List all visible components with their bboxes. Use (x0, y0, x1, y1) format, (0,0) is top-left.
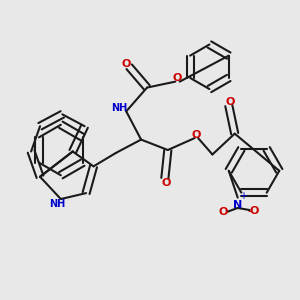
Text: O: O (218, 207, 227, 218)
Text: O: O (173, 73, 182, 83)
Text: +: + (239, 191, 247, 201)
Text: NH: NH (49, 200, 65, 209)
Text: -: - (247, 206, 252, 218)
Text: O: O (249, 206, 259, 216)
Text: O: O (122, 59, 131, 69)
Text: O: O (162, 178, 171, 188)
Text: O: O (226, 97, 235, 107)
Text: O: O (192, 130, 201, 140)
Text: NH: NH (112, 103, 128, 113)
Text: N: N (233, 200, 242, 210)
